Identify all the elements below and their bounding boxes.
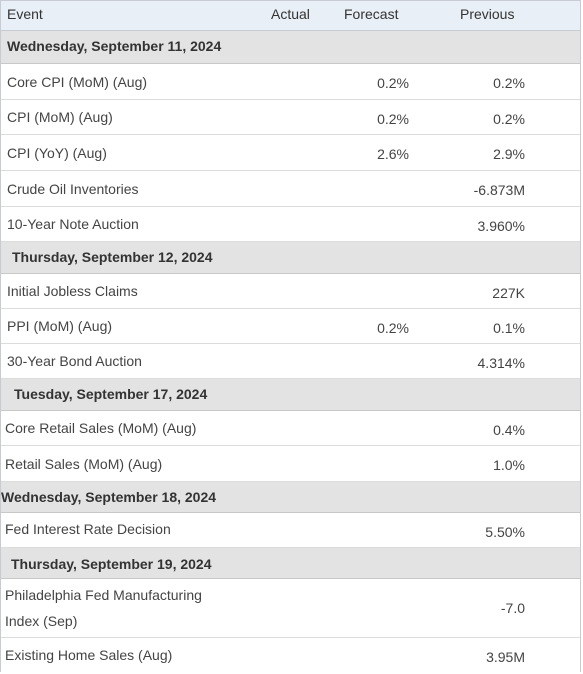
event-name: Existing Home Sales (Aug) [5,647,173,663]
previous-value: 0.4% [493,422,525,438]
forecast-value: 0.2% [377,320,409,336]
date-row: Thursday, September 19, 2024 [1,548,580,579]
previous-value: 1.0% [493,457,525,473]
event-name: CPI (MoM) (Aug) [7,109,113,125]
event-name: Retail Sales (MoM) (Aug) [5,456,163,472]
date-label: Wednesday, September 18, 2024 [1,489,217,505]
event-name: 10-Year Note Auction [7,216,139,232]
table-row[interactable]: Crude Oil Inventories -6.873M [1,171,580,207]
event-name: Core Retail Sales (MoM) (Aug) [5,420,197,436]
event-name: Initial Jobless Claims [7,283,138,299]
header-forecast: Forecast [344,6,399,22]
date-row: Thursday, September 12, 2024 [1,242,580,274]
forecast-value: 0.2% [377,111,409,127]
event-name: Core CPI (MoM) (Aug) [7,74,148,90]
previous-value: -6.873M [473,182,525,198]
event-name: PPI (MoM) (Aug) [7,318,113,334]
previous-value: 0.2% [493,111,525,127]
table-row[interactable]: Philadelphia Fed Manufacturing Index (Se… [1,579,580,638]
date-row: Wednesday, September 11, 2024 [1,31,580,64]
table-row[interactable]: 10-Year Note Auction 3.960% [1,207,580,242]
date-label: Tuesday, September 17, 2024 [14,386,208,402]
table-row[interactable]: CPI (MoM) (Aug) 0.2% 0.2% [1,100,580,135]
forecast-value: 0.2% [377,75,409,91]
date-row: Tuesday, September 17, 2024 [1,379,580,411]
previous-value: 4.314% [477,355,525,371]
previous-value: -7.0 [500,600,525,616]
date-label: Thursday, September 19, 2024 [11,556,212,572]
date-row: Wednesday, September 18, 2024 [1,482,580,513]
previous-value: 3.95M [486,649,525,665]
event-name: 30-Year Bond Auction [7,353,142,369]
previous-value: 0.1% [493,320,525,336]
forecast-value: 2.6% [377,146,409,162]
table-row[interactable]: Core CPI (MoM) (Aug) 0.2% 0.2% [1,64,580,100]
table-header: Event Actual Forecast Previous [1,1,580,31]
header-event: Event [7,6,43,22]
event-name: Fed Interest Rate Decision [5,521,171,537]
previous-value: 227K [492,285,525,301]
header-actual: Actual [271,6,310,22]
event-name: CPI (YoY) (Aug) [7,145,107,161]
previous-value: 3.960% [477,218,525,234]
event-name-line1: Philadelphia Fed Manufacturing [5,587,202,603]
previous-value: 5.50% [485,524,525,540]
date-label: Wednesday, September 11, 2024 [7,38,222,54]
table-row[interactable]: PPI (MoM) (Aug) 0.2% 0.1% [1,309,580,344]
table-row[interactable]: Fed Interest Rate Decision 5.50% [1,513,580,548]
table-row[interactable]: CPI (YoY) (Aug) 2.6% 2.9% [1,135,580,171]
header-previous: Previous [460,6,515,22]
table-row[interactable]: Core Retail Sales (MoM) (Aug) 0.4% [1,411,580,446]
event-name-line2: Index (Sep) [5,613,78,629]
previous-value: 0.2% [493,75,525,91]
table-row[interactable]: Initial Jobless Claims 227K [1,274,580,309]
date-label: Thursday, September 12, 2024 [12,249,213,265]
previous-value: 2.9% [493,146,525,162]
table-row[interactable]: Retail Sales (MoM) (Aug) 1.0% [1,446,580,482]
table-row[interactable]: 30-Year Bond Auction 4.314% [1,344,580,379]
table-row[interactable]: Existing Home Sales (Aug) 3.95M [1,638,580,672]
event-name: Crude Oil Inventories [7,181,139,197]
